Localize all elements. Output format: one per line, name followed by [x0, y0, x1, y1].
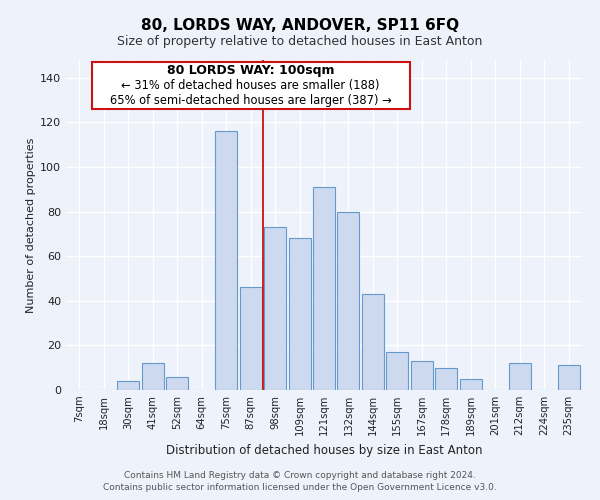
Bar — [362, 294, 384, 390]
FancyBboxPatch shape — [92, 62, 410, 109]
X-axis label: Distribution of detached houses by size in East Anton: Distribution of detached houses by size … — [166, 444, 482, 456]
Text: 80 LORDS WAY: 100sqm: 80 LORDS WAY: 100sqm — [167, 64, 334, 77]
Bar — [264, 227, 286, 390]
Bar — [460, 379, 482, 390]
Bar — [509, 363, 530, 390]
Bar — [239, 288, 262, 390]
Bar — [313, 187, 335, 390]
Bar — [166, 376, 188, 390]
Text: Size of property relative to detached houses in East Anton: Size of property relative to detached ho… — [118, 35, 482, 48]
Text: 80, LORDS WAY, ANDOVER, SP11 6FQ: 80, LORDS WAY, ANDOVER, SP11 6FQ — [141, 18, 459, 32]
Bar — [386, 352, 409, 390]
Text: Contains public sector information licensed under the Open Government Licence v3: Contains public sector information licen… — [103, 484, 497, 492]
Bar — [118, 381, 139, 390]
Y-axis label: Number of detached properties: Number of detached properties — [26, 138, 36, 312]
Text: 65% of semi-detached houses are larger (387) →: 65% of semi-detached houses are larger (… — [110, 94, 392, 107]
Bar — [435, 368, 457, 390]
Text: ← 31% of detached houses are smaller (188): ← 31% of detached houses are smaller (18… — [121, 79, 380, 92]
Bar — [215, 132, 237, 390]
Bar — [411, 361, 433, 390]
Bar — [557, 366, 580, 390]
Bar — [289, 238, 311, 390]
Bar — [142, 363, 164, 390]
Text: Contains HM Land Registry data © Crown copyright and database right 2024.: Contains HM Land Registry data © Crown c… — [124, 471, 476, 480]
Bar — [337, 212, 359, 390]
